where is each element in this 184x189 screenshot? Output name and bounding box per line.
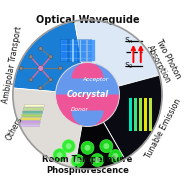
Text: Others: Others <box>5 115 24 142</box>
Circle shape <box>100 140 113 153</box>
Circle shape <box>62 140 75 153</box>
Wedge shape <box>75 20 160 94</box>
Text: Cocrystal: Cocrystal <box>66 90 109 99</box>
Bar <box>61 40 68 61</box>
Circle shape <box>71 154 84 167</box>
Text: Acceptor: Acceptor <box>83 77 109 82</box>
Circle shape <box>103 143 109 149</box>
Text: Two Photon
Absorption: Two Photon Absorption <box>145 38 183 85</box>
Circle shape <box>56 63 119 126</box>
Wedge shape <box>56 63 119 94</box>
Circle shape <box>57 152 63 158</box>
Text: $S_n$: $S_n$ <box>124 36 133 46</box>
Circle shape <box>66 143 72 149</box>
Wedge shape <box>72 111 103 126</box>
FancyBboxPatch shape <box>23 108 43 110</box>
Circle shape <box>75 158 81 164</box>
Circle shape <box>109 149 122 163</box>
Circle shape <box>29 78 33 82</box>
Circle shape <box>49 55 53 59</box>
Circle shape <box>19 66 23 70</box>
Circle shape <box>38 65 44 71</box>
Text: Optical Waveguide: Optical Waveguide <box>36 15 139 25</box>
Wedge shape <box>13 21 87 94</box>
Circle shape <box>39 86 43 90</box>
Circle shape <box>81 141 94 154</box>
Bar <box>88 40 95 61</box>
Circle shape <box>53 149 66 162</box>
Circle shape <box>49 78 53 82</box>
Circle shape <box>59 66 62 70</box>
Text: Room Temperature
Phosphorescence: Room Temperature Phosphorescence <box>42 155 133 174</box>
Wedge shape <box>87 75 162 159</box>
Circle shape <box>29 55 33 59</box>
Bar <box>70 40 77 61</box>
Bar <box>60 39 92 62</box>
Text: Tunable Emission: Tunable Emission <box>144 98 183 160</box>
Text: Ambipolar Transport: Ambipolar Transport <box>1 26 23 104</box>
Circle shape <box>112 153 118 159</box>
Wedge shape <box>23 94 125 169</box>
FancyBboxPatch shape <box>21 118 41 120</box>
Text: $S_0$: $S_0$ <box>124 61 133 71</box>
Circle shape <box>39 47 43 51</box>
FancyBboxPatch shape <box>23 111 43 114</box>
Circle shape <box>91 153 104 167</box>
FancyBboxPatch shape <box>22 114 42 117</box>
Circle shape <box>84 145 91 151</box>
Wedge shape <box>13 88 87 168</box>
FancyBboxPatch shape <box>24 105 44 107</box>
Wedge shape <box>13 94 87 132</box>
Bar <box>79 40 86 61</box>
Text: Donor: Donor <box>70 107 88 112</box>
Wedge shape <box>72 63 103 78</box>
FancyBboxPatch shape <box>19 124 39 127</box>
FancyBboxPatch shape <box>20 121 40 123</box>
Circle shape <box>94 157 100 163</box>
